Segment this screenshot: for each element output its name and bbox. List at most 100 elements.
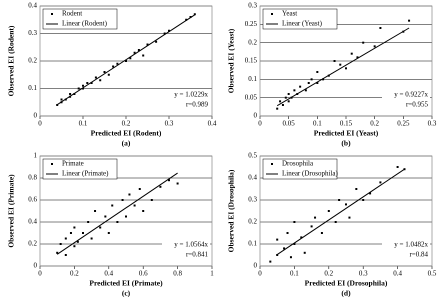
x-tick-label: 0.2	[122, 120, 131, 128]
data-point	[310, 225, 313, 228]
data-point	[163, 32, 166, 35]
x-tick-label: 0	[38, 120, 42, 128]
y-tick-label: 0.05	[245, 93, 258, 101]
data-point	[90, 82, 93, 84]
annotation: r=0.84	[409, 251, 428, 259]
data-point	[111, 204, 114, 207]
chart-panel: 0 0.05 0.1 0.15 0.2 0.25 0.3 0 0.05 0.1 0.15 0.2 0.2…	[227, 2, 437, 148]
data-point	[327, 210, 330, 212]
x-tick-label: 0.15	[340, 120, 353, 128]
y-tick-label: 0	[254, 112, 258, 120]
data-point	[168, 179, 170, 182]
chart-panel: 0 0.2 0.4 0.6 0.8 1 0 0.2 0.4 0.6 0.8 1 Predicted EI…	[7, 152, 215, 298]
x-tick-label: 0	[38, 270, 42, 278]
y-axis-label: Observed EI (Yeast)	[227, 28, 236, 93]
data-point	[408, 19, 411, 22]
data-point	[279, 100, 282, 103]
data-point	[155, 40, 158, 43]
y-tick-label: 0.4	[28, 2, 37, 10]
legend-marker	[271, 163, 273, 165]
data-point	[310, 78, 313, 81]
x-tick-label: 0.1	[79, 120, 88, 128]
data-point	[159, 185, 162, 188]
y-tick-label: 0.3	[248, 2, 257, 10]
data-point	[334, 221, 337, 223]
chart-panel: 0 0.1 0.2 0.3 0.4 0.5 0 0.1 0.2 0.3 0.4 0.5 Predicte…	[227, 152, 437, 298]
caption: (b)	[341, 139, 351, 148]
annotation: r=0.841	[186, 251, 209, 259]
data-point	[176, 182, 179, 185]
data-point	[281, 104, 284, 106]
caption: (d)	[341, 289, 351, 298]
legend-marker	[271, 13, 273, 15]
y-tick-label: 0.1	[248, 75, 257, 83]
y-tick-label: 0.15	[245, 57, 258, 65]
data-point	[56, 251, 59, 254]
data-point	[82, 84, 84, 87]
data-point	[362, 41, 365, 44]
data-point	[107, 73, 110, 76]
y-tick-label: 0.25	[245, 20, 258, 28]
data-point	[287, 100, 290, 103]
x-tick-label: 0.4	[208, 120, 217, 128]
annotation: y = 0.9227x	[394, 91, 428, 99]
data-point	[379, 181, 382, 184]
legend-box	[42, 8, 118, 30]
data-point	[293, 221, 296, 223]
data-point	[316, 82, 319, 84]
fit-line	[56, 14, 196, 106]
legend-label: Linear (Drosophila)	[282, 170, 338, 178]
data-point	[116, 221, 119, 223]
data-point	[369, 192, 372, 195]
data-point	[350, 52, 353, 55]
data-point	[338, 199, 341, 201]
x-tick-label: 0	[258, 120, 262, 128]
caption: (c)	[122, 289, 131, 298]
data-point	[299, 85, 302, 88]
y-axis-label: Observed EI (Primate)	[7, 174, 16, 248]
fit-line	[276, 168, 405, 255]
x-tick-label: 0.5	[428, 270, 437, 278]
data-point	[99, 79, 102, 82]
data-point	[121, 199, 124, 201]
data-point	[269, 260, 272, 263]
data-point	[356, 56, 359, 59]
y-tick-label: 0.1	[248, 240, 257, 248]
data-point	[82, 232, 84, 234]
x-tick-label: 0.1	[290, 270, 299, 278]
annotation-box	[382, 239, 430, 260]
data-point	[396, 166, 399, 168]
data-point	[320, 232, 323, 234]
data-point	[379, 27, 382, 29]
x-tick-label: 0.3	[428, 120, 437, 128]
data-point	[90, 237, 93, 240]
data-point	[316, 71, 319, 73]
data-point	[73, 245, 76, 248]
data-point	[116, 62, 119, 65]
legend-marker	[51, 163, 53, 165]
data-point	[322, 78, 325, 81]
data-point	[73, 226, 76, 229]
data-point	[293, 243, 296, 245]
fit-line	[276, 27, 410, 107]
data-point	[300, 236, 303, 239]
data-point	[150, 199, 153, 201]
x-axis-label: Predicted EI (Yeast)	[314, 129, 379, 138]
plot-frame	[39, 5, 213, 117]
y-tick-label: 0	[254, 262, 258, 270]
plot-frame	[39, 155, 213, 267]
data-point	[64, 237, 67, 240]
annotation-box	[162, 89, 210, 110]
y-tick-label: 0	[34, 112, 38, 120]
data-point	[133, 204, 136, 207]
fit-line	[56, 172, 178, 255]
data-point	[283, 247, 286, 250]
x-tick-label: 0.3	[359, 270, 368, 278]
data-point	[99, 226, 102, 229]
legend-box	[262, 8, 338, 30]
data-point	[138, 188, 141, 190]
legend-label: Linear (Primate)	[62, 170, 109, 178]
y-tick-label: 0.3	[28, 29, 37, 37]
legend-label: Yeast	[282, 10, 297, 18]
data-point	[82, 87, 84, 90]
